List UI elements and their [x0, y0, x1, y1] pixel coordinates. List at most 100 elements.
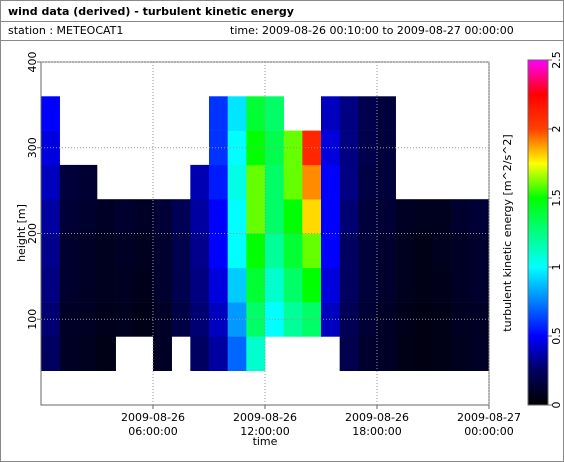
cell [414, 302, 434, 337]
cell [97, 199, 116, 234]
cell [59, 336, 79, 371]
colorbar-label: turbulent kinetic energy [m^2/s^2] [501, 134, 514, 331]
y-tick-label: 300 [26, 137, 39, 158]
colorbar-tick-label: 1.5 [550, 189, 563, 207]
title: wind data (derived) - turbulent kinetic … [8, 5, 294, 18]
cell [190, 164, 210, 200]
cell [395, 302, 415, 337]
cell [470, 199, 490, 234]
cell [377, 336, 396, 371]
cell [115, 267, 135, 303]
cell [395, 336, 415, 371]
y-tick-label: 200 [26, 223, 39, 244]
colorbar-tick-label: 0.5 [550, 327, 563, 345]
cell [433, 267, 452, 303]
cell [134, 267, 154, 303]
cell [209, 233, 228, 269]
x-tick-label: 2009-08-26 18:00:00 [345, 411, 409, 438]
cell [246, 302, 266, 337]
cell [451, 267, 471, 303]
cell [321, 164, 340, 200]
cell [283, 199, 303, 234]
cell [321, 267, 340, 303]
y-tick-label: 100 [26, 309, 39, 330]
cell [377, 96, 396, 131]
cell [227, 96, 247, 131]
cell [97, 336, 116, 371]
y-axis-label: height [m] [15, 204, 28, 262]
colorbar-tick-label: 2 [550, 126, 563, 133]
cell [433, 302, 452, 337]
cell [153, 199, 172, 234]
cell [451, 233, 471, 269]
cell [246, 130, 266, 166]
colorbar-tick-label: 0 [550, 402, 563, 409]
cell [78, 164, 98, 200]
cell [190, 302, 210, 337]
cell [190, 336, 210, 371]
station: station : METEOCAT1 [8, 24, 123, 37]
cell [153, 336, 172, 371]
cell [265, 302, 284, 337]
cell [414, 267, 434, 303]
cell [433, 233, 452, 269]
cell [134, 233, 154, 269]
cell [171, 233, 191, 269]
x-tick-label: 2009-08-26 12:00:00 [233, 411, 297, 438]
cell [377, 164, 396, 200]
x-axis-label: time [253, 435, 278, 448]
cell [358, 199, 378, 234]
cell [171, 199, 191, 234]
cell [78, 199, 98, 234]
cell [227, 302, 247, 337]
cell [358, 233, 378, 269]
cell [41, 164, 60, 200]
period: time: 2009-08-26 00:10:00 to 2009-08-27 … [230, 24, 514, 37]
cell [339, 164, 359, 200]
cell [227, 233, 247, 269]
cell [302, 199, 322, 234]
cell [470, 233, 490, 269]
colorbar-tick-label: 2.5 [550, 51, 563, 69]
cell [358, 267, 378, 303]
cell [395, 233, 415, 269]
cell [358, 96, 378, 131]
cell [339, 267, 359, 303]
cell [115, 199, 135, 234]
cell [321, 302, 340, 337]
cell [97, 267, 116, 303]
x-tick-label: 2009-08-27 00:00:00 [457, 411, 521, 438]
cell [321, 199, 340, 234]
cell [265, 164, 284, 200]
cell [153, 302, 172, 337]
cell [265, 267, 284, 303]
cell [209, 164, 228, 200]
cell [227, 336, 247, 371]
colorbar-tick-label: 1 [550, 264, 563, 271]
cell [41, 233, 60, 269]
cell [190, 267, 210, 303]
cell [358, 302, 378, 337]
cell [339, 302, 359, 337]
x-tick-label: 2009-08-26 06:00:00 [121, 411, 185, 438]
cell [321, 233, 340, 269]
cell [265, 96, 284, 131]
cell [97, 233, 116, 269]
cell [134, 199, 154, 234]
cell [78, 336, 98, 371]
cell [470, 336, 490, 371]
cell [78, 233, 98, 269]
cell [59, 164, 79, 200]
cell [339, 199, 359, 234]
cell [339, 96, 359, 131]
cell [358, 336, 378, 371]
cell [321, 130, 340, 166]
y-tick-label: 400 [26, 52, 39, 73]
cell [97, 302, 116, 337]
cell [414, 199, 434, 234]
cell [41, 199, 60, 234]
cell [377, 233, 396, 269]
cell [265, 233, 284, 269]
cell [78, 267, 98, 303]
cell [470, 267, 490, 303]
